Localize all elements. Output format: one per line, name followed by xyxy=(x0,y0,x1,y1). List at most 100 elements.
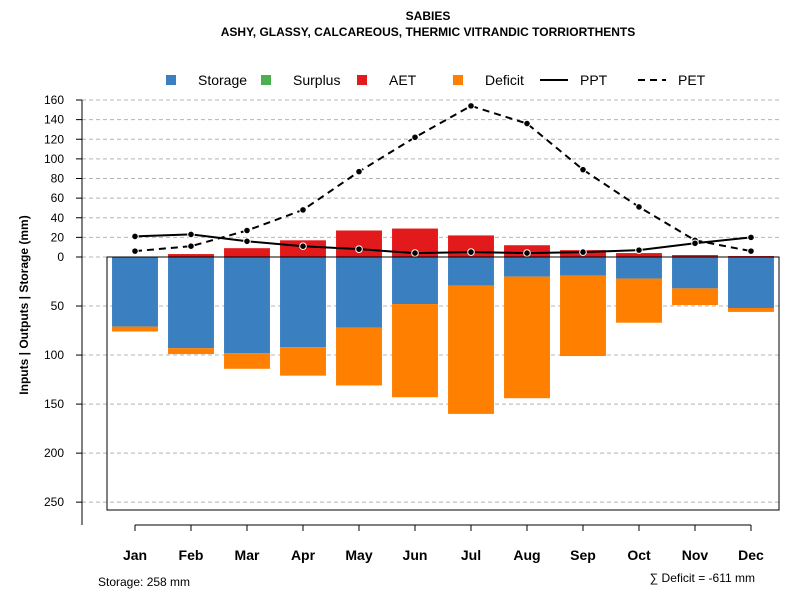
y-tick-label: 20 xyxy=(51,230,65,244)
pet-point xyxy=(747,247,755,255)
legend-label: Surplus xyxy=(293,72,340,88)
storage-bar xyxy=(672,257,718,289)
storage-bar xyxy=(168,257,214,349)
y-axis-label: Inputs | Outputs | Storage (mm) xyxy=(17,215,31,394)
legend-swatch xyxy=(166,75,176,85)
pet-point xyxy=(635,203,643,211)
y-tick-label: 200 xyxy=(44,446,64,460)
deficit-bar xyxy=(224,353,270,369)
ppt-point xyxy=(523,249,531,257)
ppt-line xyxy=(134,233,752,255)
y-tick-label: 40 xyxy=(51,211,65,225)
ppt-point xyxy=(691,239,699,248)
pet-point xyxy=(131,247,139,255)
aet-bar xyxy=(336,230,382,257)
pet-point xyxy=(243,226,251,235)
storage-bar xyxy=(336,257,382,328)
pet-point xyxy=(467,102,475,110)
deficit-bar xyxy=(672,288,718,306)
deficit-bar xyxy=(112,326,158,332)
y-tick-label: 60 xyxy=(51,191,65,205)
x-tick-label: Sep xyxy=(570,547,596,563)
y-tick-label: 140 xyxy=(44,113,64,127)
legend-swatch xyxy=(453,75,463,85)
storage-bar xyxy=(448,257,494,286)
deficit-bar xyxy=(336,327,382,386)
pet-line xyxy=(134,104,752,253)
pet-point xyxy=(523,119,531,128)
legend-swatch xyxy=(261,75,271,85)
pet-point xyxy=(355,167,363,176)
aet-bar xyxy=(224,248,270,257)
legend-label: AET xyxy=(389,72,417,88)
x-tick-label: Mar xyxy=(235,547,260,563)
storage-bar xyxy=(112,257,158,327)
deficit-bar xyxy=(728,307,774,312)
deficit-bar xyxy=(560,275,606,357)
pet-point xyxy=(579,165,587,174)
ppt-point xyxy=(355,245,363,253)
deficit-bar xyxy=(504,276,550,399)
deficit-bar xyxy=(168,348,214,355)
x-tick-label: Feb xyxy=(179,547,204,563)
y-tick-label: 100 xyxy=(44,348,64,362)
storage-bar xyxy=(280,257,326,348)
deficit-bar xyxy=(392,304,438,398)
ppt-point xyxy=(131,232,139,241)
y-tick-label: 120 xyxy=(44,132,64,146)
storage-bar xyxy=(504,257,550,277)
legend-label: Deficit xyxy=(485,72,524,88)
y-tick-label: 0 xyxy=(57,250,64,264)
pet-point xyxy=(299,206,307,214)
deficit-bar xyxy=(280,347,326,376)
x-tick-label: Jan xyxy=(123,547,147,563)
y-tick-label: 160 xyxy=(44,93,64,107)
x-tick-label: Jul xyxy=(461,547,481,563)
y-tick-label: 80 xyxy=(51,172,65,186)
ppt-point xyxy=(187,230,195,239)
aet-bar xyxy=(168,254,214,257)
x-tick-label: Dec xyxy=(738,547,764,563)
y-tick-label: 250 xyxy=(44,495,64,509)
ppt-point xyxy=(411,249,419,257)
storage-footnote: Storage: 258 mm xyxy=(98,575,190,589)
lines xyxy=(131,102,755,257)
x-tick-label: Jun xyxy=(403,547,428,563)
ppt-point xyxy=(467,248,475,256)
ppt-point xyxy=(747,233,755,242)
pet-point xyxy=(187,242,195,251)
legend-label: PPT xyxy=(580,72,608,88)
ppt-point xyxy=(299,242,307,251)
storage-bar xyxy=(392,257,438,305)
storage-bar xyxy=(560,257,606,276)
y-tick-label: 100 xyxy=(44,152,64,166)
storage-bar xyxy=(224,257,270,354)
x-tick-label: Oct xyxy=(627,547,651,563)
y-tick-label: 50 xyxy=(51,299,65,313)
ppt-point xyxy=(243,237,251,246)
ppt-point xyxy=(635,246,643,254)
x-tick-label: May xyxy=(345,547,372,563)
aet-bar xyxy=(672,255,718,257)
deficit-bar xyxy=(616,278,662,323)
legend-label: PET xyxy=(678,72,706,88)
x-tick-label: Nov xyxy=(682,547,709,563)
deficit-bar xyxy=(448,285,494,414)
x-tick-label: Aug xyxy=(513,547,540,563)
chart-title: SABIES xyxy=(406,9,451,23)
legend-swatch xyxy=(357,75,367,85)
x-tick-label: Apr xyxy=(291,547,316,563)
bars xyxy=(112,228,774,414)
storage-bar xyxy=(616,257,662,279)
aet-bar xyxy=(616,253,662,257)
deficit-footnote: ∑ Deficit = -611 mm xyxy=(650,571,755,585)
legend-label: Storage xyxy=(198,72,247,88)
pet-point xyxy=(411,133,419,142)
ppt-point xyxy=(579,248,587,256)
y-tick-label: 150 xyxy=(44,397,64,411)
legend: Storage Surplus AET Deficit PPT PET xyxy=(166,72,706,88)
chart-subtitle: ASHY, GLASSY, CALCAREOUS, THERMIC VITRAN… xyxy=(221,25,635,39)
storage-bar xyxy=(728,257,774,308)
